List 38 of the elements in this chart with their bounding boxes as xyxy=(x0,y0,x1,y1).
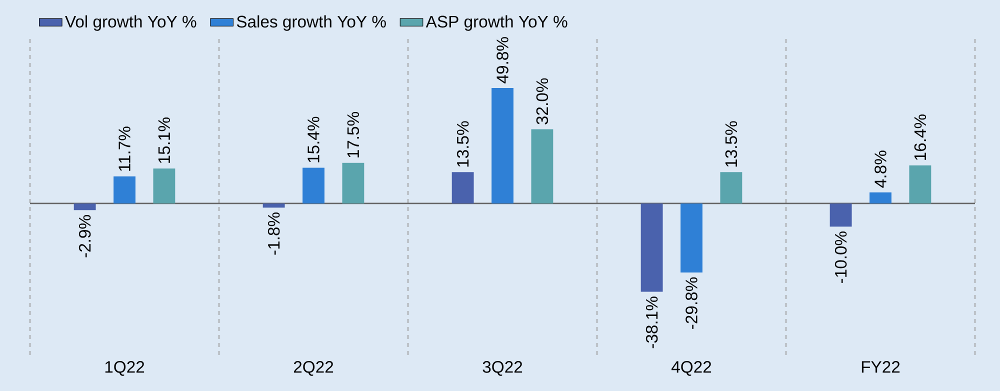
bar xyxy=(640,203,663,292)
data-label: -2.9% xyxy=(78,215,91,258)
bar xyxy=(492,88,514,204)
bar xyxy=(114,176,136,204)
x-tick-label: 2Q22 xyxy=(294,361,334,376)
x-tick-label: 4Q22 xyxy=(671,361,712,376)
data-label: 17.5% xyxy=(347,112,360,158)
data-label: 11.7% xyxy=(118,126,130,171)
data-label: -1.8% xyxy=(268,212,280,255)
x-tick-label: 1Q22 xyxy=(105,361,144,376)
bar xyxy=(302,168,324,204)
bar xyxy=(830,203,852,227)
data-label: -29.8% xyxy=(686,277,698,329)
data-label: 15.4% xyxy=(308,116,320,162)
bar xyxy=(680,203,702,273)
data-label: 16.4% xyxy=(914,114,926,160)
legend-label: Vol growth YoY % xyxy=(65,15,196,31)
x-tick-label: 3Q22 xyxy=(482,361,522,376)
data-label: 15.1% xyxy=(158,118,170,163)
data-label: 32.0% xyxy=(536,78,548,124)
bar xyxy=(342,162,364,204)
data-label: 13.5% xyxy=(725,121,738,167)
bar xyxy=(870,192,892,204)
data-label: -38.1% xyxy=(646,296,658,348)
data-label: 49.8% xyxy=(496,37,508,84)
bar xyxy=(531,129,554,204)
legend-label: Sales growth YoY % xyxy=(236,15,386,31)
bar xyxy=(153,168,176,204)
bar xyxy=(909,165,932,204)
x-tick-label: FY22 xyxy=(862,361,900,373)
data-label: -10.0% xyxy=(834,232,847,283)
bar xyxy=(720,172,742,204)
legend-label: ASP growth YoY % xyxy=(426,15,568,31)
bar xyxy=(74,203,96,210)
data-label: 4.8% xyxy=(874,150,886,188)
bar xyxy=(452,172,474,204)
data-label: 13.5% xyxy=(456,121,469,167)
bar xyxy=(262,203,285,208)
